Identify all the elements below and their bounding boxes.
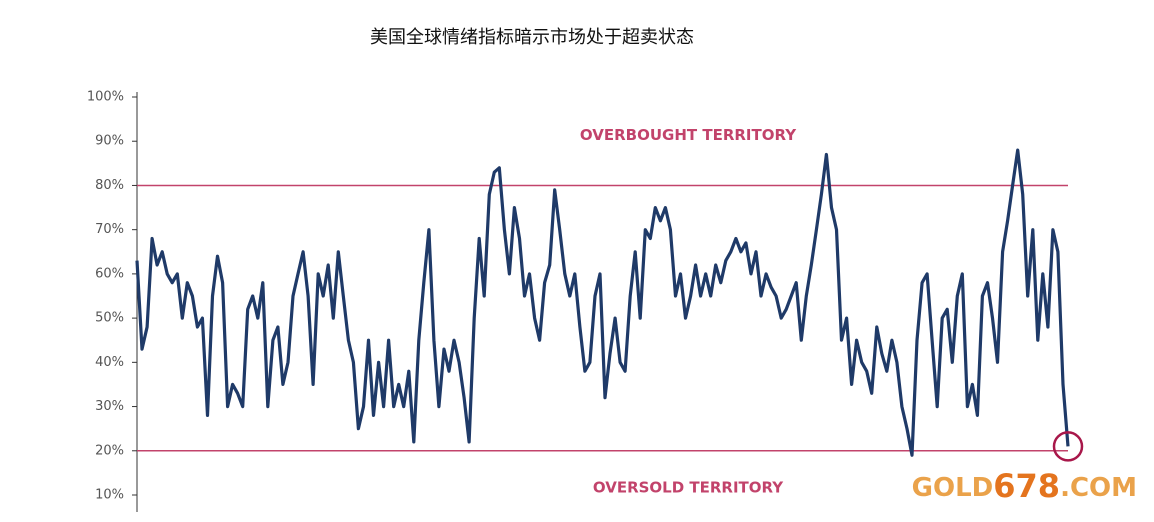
watermark-part: GOLD <box>912 473 994 503</box>
y-tick-label: 80% <box>95 178 124 193</box>
y-tick-label: 10% <box>95 488 124 503</box>
y-tick-label: 60% <box>95 266 124 281</box>
reference-label: OVERBOUGHT TERRITORY <box>580 126 797 144</box>
watermark: GOLD678.COM <box>912 467 1137 505</box>
y-tick-label: 40% <box>95 355 124 370</box>
watermark-part: 678 <box>993 467 1060 505</box>
highlight-circle <box>1052 431 1084 462</box>
y-tick-label: 90% <box>95 134 124 149</box>
watermark-part: .COM <box>1060 473 1137 503</box>
y-tick-label: 20% <box>95 443 124 458</box>
y-tick-label: 50% <box>95 311 124 326</box>
y-tick-label: 70% <box>95 222 124 237</box>
data-line <box>135 148 1070 457</box>
y-tick-label: 30% <box>95 399 124 414</box>
reference-label: OVERSOLD TERRITORY <box>593 478 784 496</box>
y-tick-label: 100% <box>87 90 124 105</box>
chart-title: 美国全球情绪指标暗示市场处于超卖状态 <box>370 27 694 48</box>
